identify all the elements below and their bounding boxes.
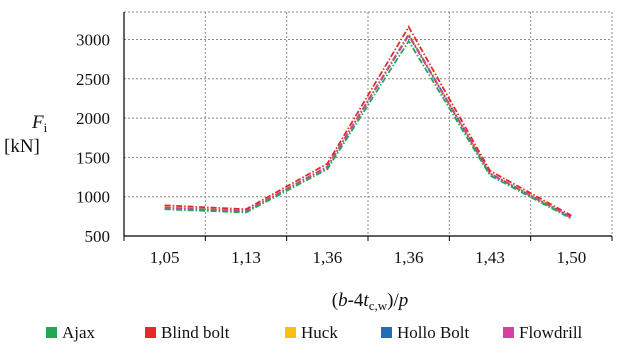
series-line-flowdrill — [164, 33, 572, 219]
series-layer — [164, 25, 572, 220]
x-tick-label: 1,50 — [556, 248, 586, 267]
x-tick-label: 1,36 — [312, 248, 342, 267]
legend-swatch — [145, 327, 156, 338]
legend-swatch — [46, 327, 57, 338]
y-tick-labels: 500 1000 1500 2000 2500 3000 — [76, 31, 110, 246]
legend-label: Huck — [301, 323, 338, 342]
y-tick-label: 3000 — [76, 31, 110, 50]
x-axis-label: (b-4tc,w)/p — [332, 290, 408, 313]
series-line-blind-bolt — [164, 25, 572, 217]
x-tick-label: 1,36 — [394, 248, 424, 267]
y-tick-label: 2000 — [76, 109, 110, 128]
grid — [123, 11, 613, 241]
x-tick-label: 1,43 — [475, 248, 505, 267]
y-tick-label: 2500 — [76, 70, 110, 89]
legend-swatch — [285, 327, 296, 338]
legend-swatch — [503, 327, 514, 338]
legend-label: Blind bolt — [161, 323, 230, 342]
x-tick-label: 1,05 — [150, 248, 180, 267]
series-line-hollo-bolt — [164, 33, 572, 219]
series-line-ajax — [164, 39, 572, 220]
y-tick-label: 1500 — [76, 148, 110, 167]
y-axis-label: Fi — [31, 112, 48, 135]
legend-label: Flowdrill — [519, 323, 583, 342]
legend: Ajax Blind bolt Huck Hollo Bolt Flowdrill — [46, 323, 583, 342]
x-tick-labels: 1,05 1,13 1,36 1,36 1,43 1,50 — [150, 248, 586, 267]
y-tick-label: 1000 — [76, 188, 110, 207]
legend-label: Ajax — [62, 323, 96, 342]
y-axis-unit: [kN] — [4, 136, 40, 157]
x-tick-label: 1,13 — [231, 248, 261, 267]
y-tick-label: 500 — [85, 227, 111, 246]
legend-swatch — [381, 327, 392, 338]
legend-label: Hollo Bolt — [397, 323, 470, 342]
series-line-huck — [164, 32, 572, 218]
